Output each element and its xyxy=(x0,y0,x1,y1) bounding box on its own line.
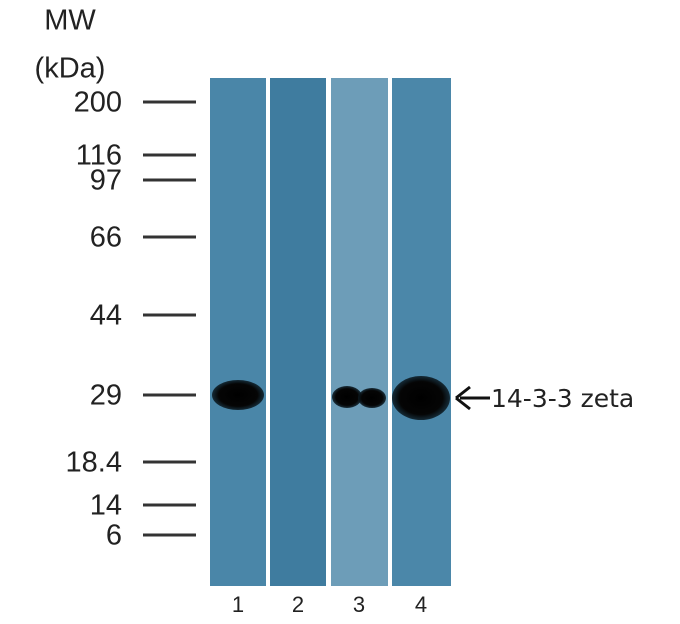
lane-label: 1 xyxy=(232,592,244,617)
marker-label: 200 xyxy=(74,87,122,119)
marker-label: 14 xyxy=(90,490,122,522)
mw-unit: (kDa) xyxy=(35,53,106,85)
lane-4 xyxy=(392,78,451,586)
mw-title: MW xyxy=(44,5,96,37)
lane-2 xyxy=(270,78,326,586)
marker-label: 18.4 xyxy=(66,447,122,479)
band xyxy=(332,386,362,408)
marker-label: 44 xyxy=(90,300,122,332)
marker-label: 6 xyxy=(106,520,122,552)
band xyxy=(212,380,264,410)
lane-labels: 1 2 3 4 xyxy=(232,592,427,617)
marker-label: 116 xyxy=(76,140,122,172)
band xyxy=(358,388,386,408)
lane-label: 2 xyxy=(292,592,304,617)
lane-label: 4 xyxy=(415,592,427,617)
band-annotation: 14-3-3 zeta xyxy=(491,384,634,413)
marker-label: 66 xyxy=(90,222,122,254)
arrow-head xyxy=(455,385,471,411)
band xyxy=(392,376,450,420)
lane-label: 3 xyxy=(353,592,365,617)
marker-label: 29 xyxy=(90,380,122,412)
lane-1 xyxy=(210,78,266,586)
lane-3 xyxy=(331,78,388,586)
marker-label: 97 xyxy=(90,165,122,197)
